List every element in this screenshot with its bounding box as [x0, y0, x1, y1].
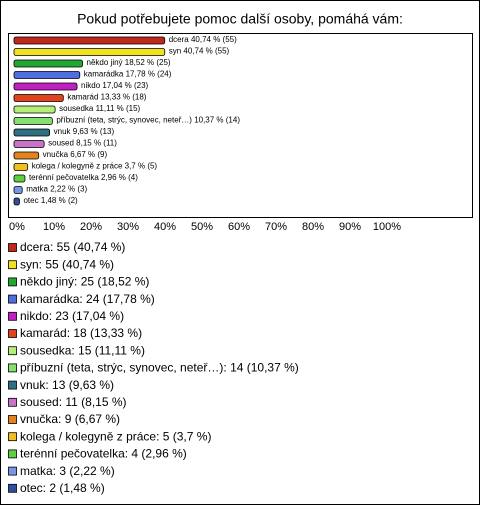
legend-swatch: [8, 329, 17, 338]
data-label: kolega / kolegyně z práce 3,7 % (5): [32, 162, 158, 171]
legend-swatch: [8, 483, 17, 493]
data-label: matka 2,22 % (3): [26, 185, 87, 194]
legend-entry: sousedka: 15 (11,11 %): [20, 343, 145, 357]
bar: [13, 94, 64, 102]
legend-swatch: [8, 397, 17, 407]
bar: [13, 48, 166, 56]
x-tick-label: 60%: [228, 221, 250, 233]
legend-entry: syn: 55 (40,74 %): [20, 257, 114, 271]
legend-entry: někdo jiný: 25 (18,52 %): [20, 275, 149, 289]
legend-entry: vnučka: 9 (6,67 %): [20, 412, 120, 426]
legend-entry: soused: 11 (8,15 %): [20, 395, 127, 409]
data-label: vnuk 9,63 % (13): [54, 127, 115, 136]
x-tick-label: 90%: [339, 221, 361, 233]
bar: [13, 140, 45, 148]
legend-entry: vnuk: 13 (9,63 %): [20, 378, 114, 392]
data-label: dcera 40,74 % (55): [169, 35, 237, 44]
x-tick-label: 40%: [154, 221, 176, 233]
bar: [13, 105, 56, 114]
data-label: příbuzní (teta, strýc, synovec, neteř…) …: [56, 116, 240, 125]
legend-entry: dcera: 55 (40,74 %): [20, 240, 125, 254]
data-label: soused 8,15 % (11): [48, 139, 117, 148]
data-label: syn 40,74 % (55): [169, 47, 230, 56]
bar: [13, 163, 29, 171]
bar: [13, 197, 20, 206]
legend-entry: nikdo: 23 (17,04 %): [20, 309, 124, 323]
legend-entry: otec: 2 (1,48 %): [20, 481, 105, 495]
chart-title: Pokud potřebujete pomoc další osoby, pom…: [77, 11, 403, 27]
bar: [13, 36, 166, 45]
legend-swatch: [8, 311, 17, 321]
data-label: někdo jiný 18,52 % (25): [87, 58, 171, 67]
legend-swatch: [8, 415, 17, 424]
bar: [13, 174, 26, 183]
data-label: terénní pečovatelka 2,96 % (4): [29, 173, 138, 182]
legend-swatch: [8, 449, 17, 459]
bar: [13, 128, 51, 137]
x-tick-label: 80%: [302, 221, 324, 233]
x-tick-label: 10%: [43, 221, 65, 233]
legend-entry: matka: 3 (2,22 %): [20, 464, 115, 478]
x-tick-label: 30%: [117, 221, 139, 233]
legend-entry: kolega / kolegyně z práce: 5 (3,7 %): [20, 429, 211, 443]
data-label: nikdo 17,04 % (23): [81, 81, 148, 90]
legend-entry: kamarádka: 24 (17,78 %): [20, 292, 155, 306]
bar: [13, 71, 81, 79]
bar: [13, 82, 78, 91]
x-tick-label: 70%: [265, 221, 287, 233]
plot-frame: [8, 33, 473, 218]
x-tick-label: 20%: [80, 221, 102, 233]
bar: [13, 117, 53, 125]
bar: [13, 186, 23, 194]
bar: [13, 151, 40, 160]
legend-swatch: [8, 466, 17, 476]
x-tick-label: 50%: [191, 221, 213, 233]
x-tick-label: 100%: [373, 221, 401, 233]
legend-entry: kamarád: 18 (13,33 %): [20, 326, 142, 340]
legend-swatch: [8, 294, 17, 304]
x-tick-label: 0%: [9, 221, 25, 233]
data-label: otec 1,48 % (2): [23, 196, 78, 205]
legend-entry: příbuzní (teta, strýc, synovec, neteř…):…: [20, 361, 299, 375]
legend-entry: terénní pečovatelka: 4 (2,96 %): [20, 447, 187, 461]
data-label: kamarád 13,33 % (18): [67, 93, 146, 102]
data-label: vnučka 6,67 % (9): [43, 150, 108, 159]
data-label: sousedka 11,11 % (15): [59, 104, 140, 113]
legend-swatch: [8, 243, 17, 252]
data-label: kamarádka 17,78 % (24): [84, 70, 172, 79]
legend-swatch: [8, 432, 17, 442]
legend-swatch: [8, 277, 17, 287]
legend-swatch: [8, 260, 17, 270]
bar: [13, 59, 83, 68]
legend-swatch: [8, 380, 17, 390]
legend-swatch: [8, 346, 17, 356]
legend-swatch: [8, 363, 17, 373]
